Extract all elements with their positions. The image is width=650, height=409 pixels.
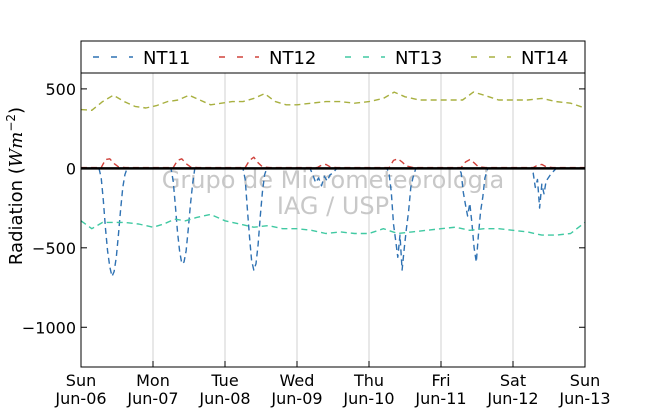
watermark-line-2: IAG / USP xyxy=(277,192,389,220)
x-tick-label-day: Sun xyxy=(570,371,600,390)
x-tick-label-day: Tue xyxy=(210,371,238,390)
y-axis-label: Radiation (Wm−2) xyxy=(4,107,27,265)
series-line-nt14 xyxy=(80,91,586,111)
y-tick-label: −500 xyxy=(32,239,76,258)
watermark-line-1: Grupo de Micrometeorologia xyxy=(162,166,504,194)
legend-label-nt13: NT13 xyxy=(395,48,442,69)
legend-label-nt14: NT14 xyxy=(521,48,568,69)
y-tick-label: −1000 xyxy=(22,318,76,337)
x-tick-label-date: Jun-10 xyxy=(342,389,394,408)
x-tick-label-day: Fri xyxy=(431,371,450,390)
watermark: Grupo de Micrometeorologia IAG / USP xyxy=(162,166,504,220)
axes: 5000−500−1000SunJun-06MonJun-07TueJun-08… xyxy=(22,72,611,408)
y-tick-label: 500 xyxy=(45,80,76,99)
legend-label-nt11: NT11 xyxy=(143,48,190,69)
x-tick-label-day: Thu xyxy=(353,371,384,390)
series-line-nt11 xyxy=(98,167,557,278)
x-tick-label-date: Jun-09 xyxy=(270,389,322,408)
x-tick-label-day: Sun xyxy=(66,371,96,390)
x-tick-label-date: Jun-13 xyxy=(558,389,610,408)
legend: NT11 NT12 NT13 NT14 xyxy=(80,40,586,74)
legend-box xyxy=(80,40,586,74)
x-tick-label-date: Jun-07 xyxy=(126,389,178,408)
x-tick-label-day: Wed xyxy=(280,371,315,390)
y-tick-label: 0 xyxy=(66,159,76,178)
x-tick-label-day: Mon xyxy=(136,371,170,390)
grid-lines xyxy=(152,73,514,367)
x-tick-label-day: Sat xyxy=(500,371,526,390)
x-tick-label-date: Jun-06 xyxy=(54,389,106,408)
x-tick-label-date: Jun-08 xyxy=(198,389,250,408)
x-tick-label-date: Jun-12 xyxy=(486,389,538,408)
legend-label-nt12: NT12 xyxy=(269,48,316,69)
x-tick-label-date: Jun-11 xyxy=(414,389,466,408)
